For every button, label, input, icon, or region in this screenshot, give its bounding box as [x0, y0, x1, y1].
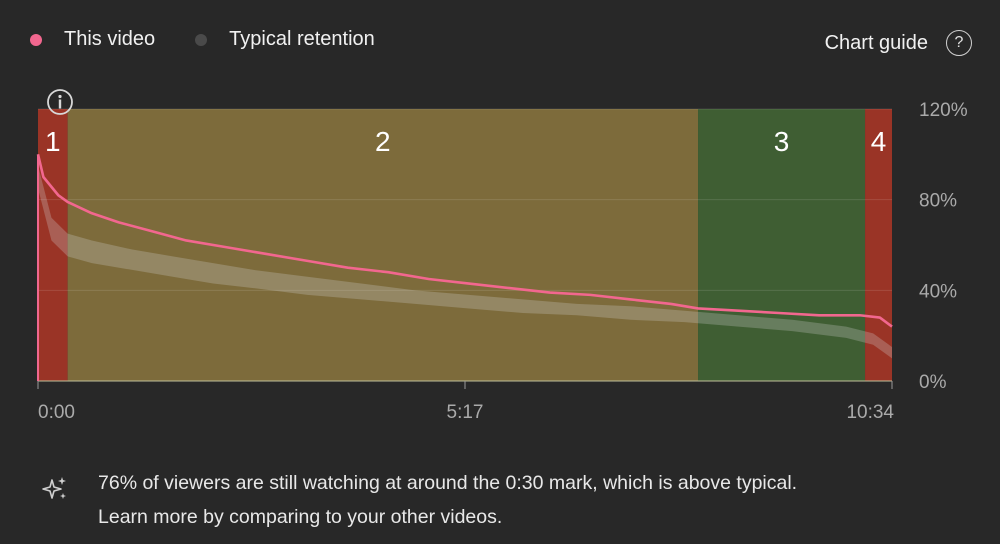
x-tick-label: 5:17: [447, 402, 484, 423]
y-tick-label: 0%: [919, 372, 947, 393]
segment-3: [698, 109, 866, 381]
insight-panel: 76% of viewers are still watching at aro…: [40, 466, 797, 534]
y-tick-label: 120%: [919, 100, 968, 121]
segment-label-1: 1: [45, 126, 61, 157]
grid-layer: [37, 108, 893, 389]
segment-label-2: 2: [375, 126, 391, 157]
insight-line-1: 76% of viewers are still watching at aro…: [98, 472, 798, 494]
info-circle-icon[interactable]: [47, 89, 73, 115]
insight-line-2: Learn more by comparing to your other vi…: [98, 506, 503, 528]
chart-legend: This video Typical retention: [30, 28, 415, 51]
this-video-dot-icon: [30, 33, 42, 46]
legend-typical-label: Typical retention: [229, 28, 375, 50]
typical-retention-dot-icon: [195, 33, 208, 46]
legend-this-video[interactable]: This video: [30, 28, 155, 51]
y-tick-label: 80%: [919, 191, 957, 212]
segment-label-3: 3: [774, 126, 790, 157]
legend-this-video-label: This video: [64, 28, 156, 50]
help-circle-icon: ?: [946, 30, 972, 56]
this-video-line: [36, 154, 893, 328]
segment-1: [38, 109, 68, 381]
segment-label-4: 4: [871, 126, 887, 157]
legend-typical-retention[interactable]: Typical retention: [195, 28, 375, 51]
label-layer: 1 2 3 40%40%80%120%0:00 5:17 10:34: [38, 100, 968, 423]
chart-guide-label: Chart guide: [824, 31, 928, 54]
x-tick-label: 10:34: [846, 402, 894, 423]
sparkle-icon: [42, 477, 66, 499]
y-tick-label: 40%: [919, 281, 957, 302]
segment-layer: [38, 109, 892, 381]
segment-2: [67, 109, 699, 381]
chart-guide-button[interactable]: Chart guide ?: [825, 30, 972, 56]
segment-4: [865, 109, 892, 381]
this-video-line-layer: [36, 154, 893, 381]
retention-chart: 1 2 3 40%40%80%120%0:00 5:17 10:34: [36, 89, 968, 423]
x-tick-label: 0:00: [38, 402, 75, 423]
